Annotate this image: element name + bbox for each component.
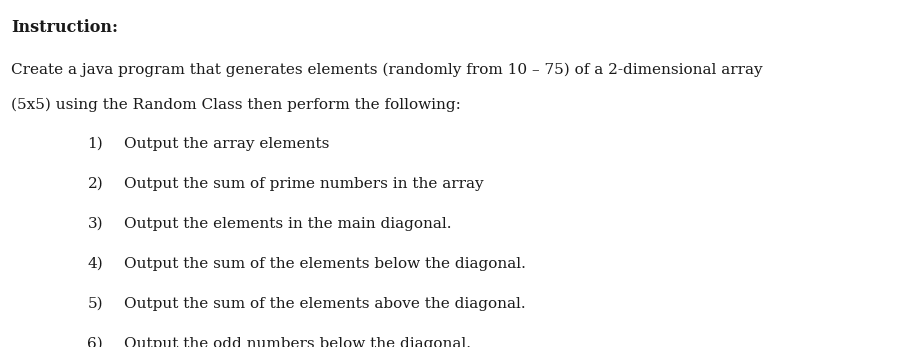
Text: Create a java program that generates elements (randomly from 10 – 75) of a 2-dim: Create a java program that generates ele… (11, 62, 763, 77)
Text: Output the sum of the elements below the diagonal.: Output the sum of the elements below the… (124, 257, 526, 271)
Text: 3): 3) (87, 217, 103, 231)
Text: Output the sum of prime numbers in the array: Output the sum of prime numbers in the a… (124, 177, 484, 191)
Text: 4): 4) (87, 257, 103, 271)
Text: Output the elements in the main diagonal.: Output the elements in the main diagonal… (124, 217, 452, 231)
Text: Output the odd numbers below the diagonal.: Output the odd numbers below the diagona… (124, 337, 472, 347)
Text: 1): 1) (87, 137, 103, 151)
Text: Output the sum of the elements above the diagonal.: Output the sum of the elements above the… (124, 297, 526, 311)
Text: 2): 2) (87, 177, 103, 191)
Text: 5): 5) (87, 297, 103, 311)
Text: Output the array elements: Output the array elements (124, 137, 330, 151)
Text: (5x5) using the Random Class then perform the following:: (5x5) using the Random Class then perfor… (11, 97, 460, 111)
Text: Instruction:: Instruction: (11, 19, 118, 36)
Text: 6): 6) (87, 337, 103, 347)
